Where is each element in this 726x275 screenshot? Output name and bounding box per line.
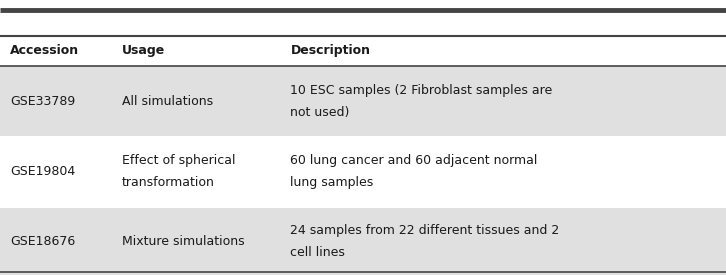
- Text: Effect of spherical
transformation: Effect of spherical transformation: [122, 154, 235, 189]
- Text: 24 samples from 22 different tissues and 2
cell lines: 24 samples from 22 different tissues and…: [290, 224, 560, 259]
- Text: Accession: Accession: [10, 44, 79, 57]
- Text: 60 lung cancer and 60 adjacent normal
lung samples: 60 lung cancer and 60 adjacent normal lu…: [290, 154, 538, 189]
- Bar: [0, 136, 726, 208]
- Text: GSE19804: GSE19804: [10, 165, 76, 178]
- Text: GSE18676: GSE18676: [10, 235, 76, 248]
- Text: Usage: Usage: [122, 44, 166, 57]
- Text: Description: Description: [290, 44, 370, 57]
- Bar: [0, 208, 726, 275]
- Text: 10 ESC samples (2 Fibroblast samples are
not used): 10 ESC samples (2 Fibroblast samples are…: [290, 84, 552, 119]
- Text: GSE33789: GSE33789: [10, 95, 76, 108]
- Bar: [0, 36, 726, 66]
- Bar: [0, 66, 726, 136]
- Text: Mixture simulations: Mixture simulations: [122, 235, 245, 248]
- Text: All simulations: All simulations: [122, 95, 213, 108]
